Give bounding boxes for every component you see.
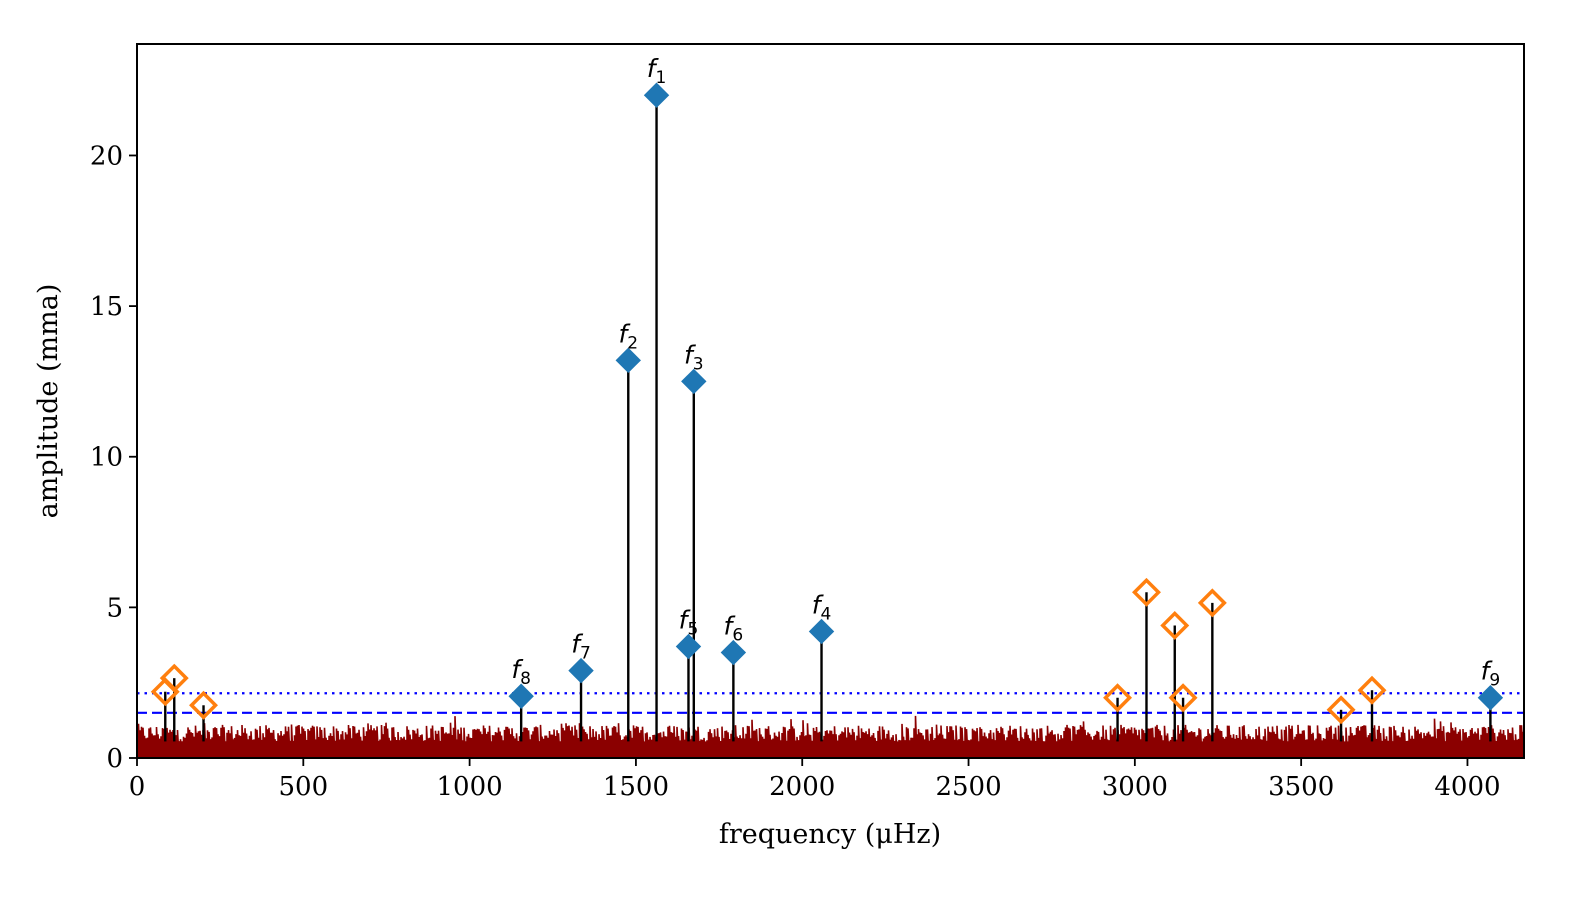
mode-marker-f4 (808, 618, 835, 645)
combination-peak-marker (1160, 610, 1190, 640)
x-tick-label: 0 (129, 772, 146, 802)
x-tick-label: 1000 (437, 772, 503, 802)
mode-marker-f9 (1477, 685, 1504, 711)
y-tick-label: 20 (90, 141, 123, 171)
y-axis-title: amplitude (mma) (33, 284, 64, 519)
combination-peak-marker (1132, 577, 1161, 607)
x-tick-label: 3000 (1102, 772, 1168, 802)
combination-peak-marker (1103, 683, 1133, 713)
combination-peak-marker (159, 663, 189, 693)
x-tick-label: 4000 (1434, 772, 1500, 802)
mode-marker-f3 (681, 368, 707, 395)
mode-marker-f2 (615, 347, 641, 374)
x-axis-title: frequency (μHz) (719, 819, 941, 850)
x-tick-label: 1500 (603, 772, 669, 802)
mode-marker-f5 (675, 633, 702, 660)
combination-peak-marker (1168, 683, 1198, 713)
peak-markers-layer (150, 82, 1504, 725)
mode-marker-f7 (568, 657, 594, 684)
x-tick-label: 3500 (1268, 772, 1334, 802)
x-tick-label: 2500 (935, 772, 1001, 802)
y-axis-ticks: 0 5 10 15 20 (90, 141, 137, 774)
mode-marker-f6 (720, 639, 747, 666)
plot-frame (136, 43, 1525, 759)
y-tick-label: 5 (106, 593, 123, 623)
x-tick-label: 500 (278, 772, 328, 802)
combination-peak-marker (1357, 675, 1387, 705)
combination-peak-marker (1197, 588, 1227, 618)
mode-marker-f1 (643, 82, 670, 108)
noise-spectrum-layer (136, 715, 1524, 759)
combination-peak-marker (189, 690, 218, 720)
x-axis-ticks: 0 500 1000 1500 2000 2500 3000 3500 4000 (129, 758, 1501, 802)
y-tick-label: 15 (90, 292, 123, 322)
mode-marker-f8 (508, 683, 534, 709)
y-tick-label: 10 (90, 443, 123, 473)
noise-spectrum-trace (136, 715, 1524, 759)
threshold-lines-layer (137, 692, 1524, 714)
y-tick-label: 0 (106, 744, 123, 774)
combination-peak-marker (1326, 695, 1356, 725)
x-tick-label: 2000 (769, 772, 835, 802)
